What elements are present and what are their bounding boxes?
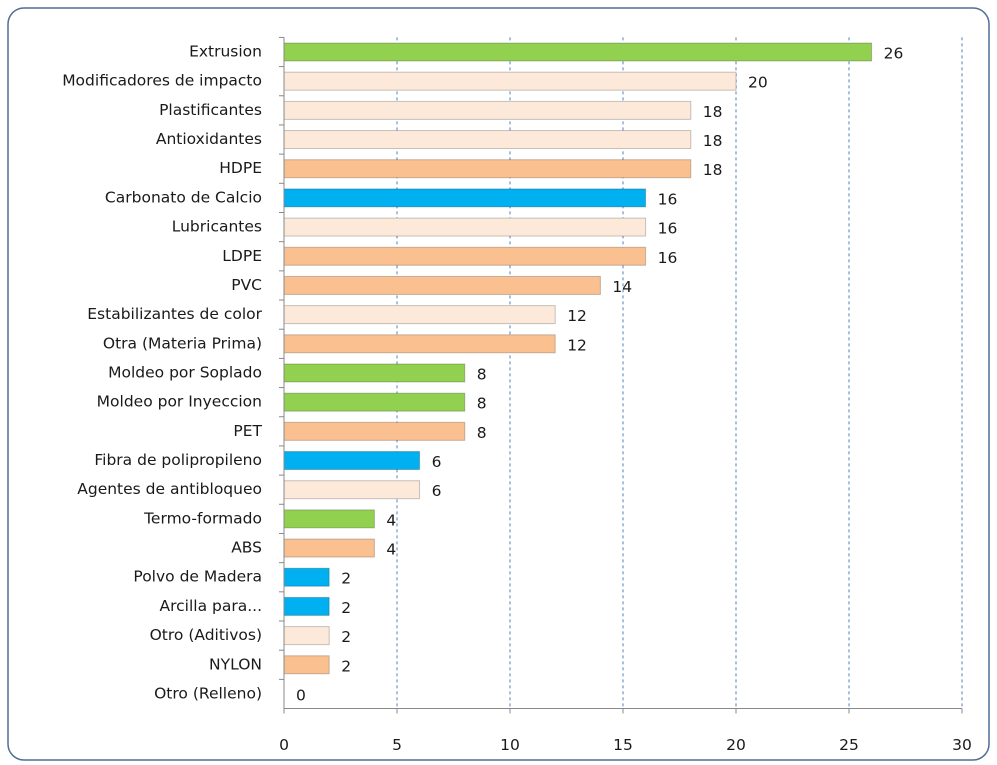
data-label: 26 [884, 45, 904, 63]
bar [283, 159, 692, 179]
y-tick-label: Otro (Aditivos) [150, 626, 262, 644]
data-label: 0 [296, 686, 306, 704]
y-tick-label: Modificadores de impacto [62, 72, 262, 90]
y-tick-label: HDPE [219, 159, 262, 177]
bar [283, 392, 466, 412]
bar [283, 130, 692, 150]
data-label: 6 [432, 453, 442, 471]
chart-frame [7, 7, 990, 761]
y-tick-label: Moldeo por Soplado [108, 363, 262, 381]
bar [283, 509, 375, 529]
bar [283, 305, 556, 325]
bar [283, 626, 330, 646]
bar [283, 188, 647, 208]
y-tick-label: Estabilizantes de color [87, 305, 262, 323]
y-tick-label: Moldeo por Inyeccion [97, 393, 262, 411]
bar [283, 275, 601, 295]
y-tick-label: PVC [231, 276, 262, 294]
data-label: 12 [567, 307, 587, 325]
data-label: 8 [477, 424, 487, 442]
bar [283, 421, 466, 441]
y-tick-label: Fibra de polipropileno [94, 451, 262, 469]
bar [283, 538, 375, 558]
bar [283, 655, 330, 675]
data-label: 2 [341, 657, 351, 675]
bar [283, 480, 421, 500]
data-label: 14 [612, 278, 632, 296]
bar [283, 246, 647, 266]
data-label: 16 [658, 249, 678, 267]
data-label: 2 [341, 599, 351, 617]
y-tick-label: Lubricantes [172, 218, 262, 236]
y-tick-label: ABS [231, 539, 262, 557]
bar [283, 100, 692, 120]
data-label: 18 [703, 132, 723, 150]
data-label: 4 [386, 511, 396, 529]
data-label: 20 [748, 74, 768, 92]
y-tick-label: Termo-formado [143, 509, 262, 527]
data-label: 18 [703, 103, 723, 121]
y-tick-label: Arcilla para... [160, 597, 263, 615]
y-tick-label: Antioxidantes [156, 130, 262, 148]
x-tick-label: 5 [392, 736, 402, 754]
data-label: 18 [703, 161, 723, 179]
data-label: 12 [567, 336, 587, 354]
y-tick-label: Extrusion [189, 43, 262, 61]
data-label: 4 [386, 541, 396, 559]
bar [283, 363, 466, 383]
y-tick-label: LDPE [222, 247, 262, 265]
y-tick-label: Plastificantes [159, 101, 262, 119]
bar [283, 217, 647, 237]
bar [283, 451, 421, 471]
data-label: 2 [341, 570, 351, 588]
y-tick-label: NYLON [209, 655, 262, 673]
bar [283, 596, 330, 616]
data-label: 6 [432, 482, 442, 500]
x-tick-label: 15 [613, 736, 633, 754]
y-tick-label: Carbonato de Calcio [105, 188, 262, 206]
y-tick-label: Otra (Materia Prima) [103, 334, 262, 352]
x-tick-label: 25 [839, 736, 859, 754]
y-tick-label: Otro (Relleno) [154, 684, 262, 702]
data-label: 2 [341, 628, 351, 646]
bar [283, 334, 556, 354]
y-tick-label: Polvo de Madera [133, 568, 262, 586]
data-label: 8 [477, 395, 487, 413]
data-label: 8 [477, 365, 487, 383]
data-label: 16 [658, 190, 678, 208]
x-tick-label: 20 [726, 736, 746, 754]
bar [283, 567, 330, 587]
bar [283, 71, 737, 91]
x-tick-label: 0 [279, 736, 289, 754]
data-label: 16 [658, 220, 678, 238]
x-tick-label: 30 [952, 736, 972, 754]
x-tick-label: 10 [500, 736, 520, 754]
y-tick-label: Agentes de antibloqueo [77, 480, 262, 498]
bar [283, 42, 873, 62]
y-tick-label: PET [233, 422, 262, 440]
